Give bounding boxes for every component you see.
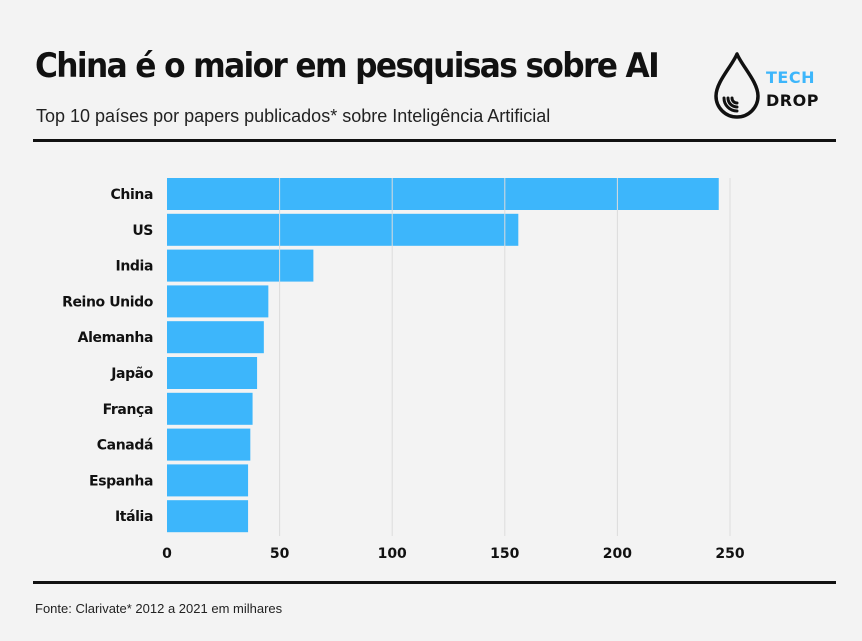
tick-label-2: 100 [378,546,407,562]
category-label-6: França [103,402,153,418]
logo-text-tech: TECH [766,68,815,87]
bar-9 [167,500,249,533]
category-label-5: Japão [110,366,154,382]
tick-label-0: 0 [162,546,172,562]
chart-subtitle: Top 10 países por papers publicados* sob… [36,106,551,126]
bar-1 [167,213,519,246]
bar-8 [167,464,249,497]
tick-label-4: 200 [603,546,632,562]
category-label-4: Alemanha [78,330,153,346]
category-label-3: Reino Unido [62,294,154,310]
water-drop-icon [714,52,760,119]
category-label-7: Canadá [97,438,153,454]
category-label-9: Itália [115,509,153,525]
tick-label-3: 150 [490,546,519,562]
bar-2 [167,249,314,282]
category-label-1: US [132,223,153,239]
tick-label-1: 50 [270,546,290,562]
bar-6 [167,392,253,425]
category-label-0: China [111,187,153,203]
category-label-2: India [116,259,153,275]
bar-4 [167,321,264,354]
bar-0 [167,178,719,210]
chart-title: China é o maior em pesquisas sobre AI [35,46,660,86]
bottom-divider [33,581,836,584]
tick-label-5: 250 [715,546,744,562]
bar-5 [167,357,258,389]
category-label-8: Espanha [89,473,153,489]
bar-3 [167,285,269,318]
top-divider [33,139,836,142]
source-note: Fonte: Clarivate* 2012 a 2021 em milhare… [35,601,283,616]
bar-7 [167,428,251,461]
logo-text-drop: DROP [766,91,819,110]
